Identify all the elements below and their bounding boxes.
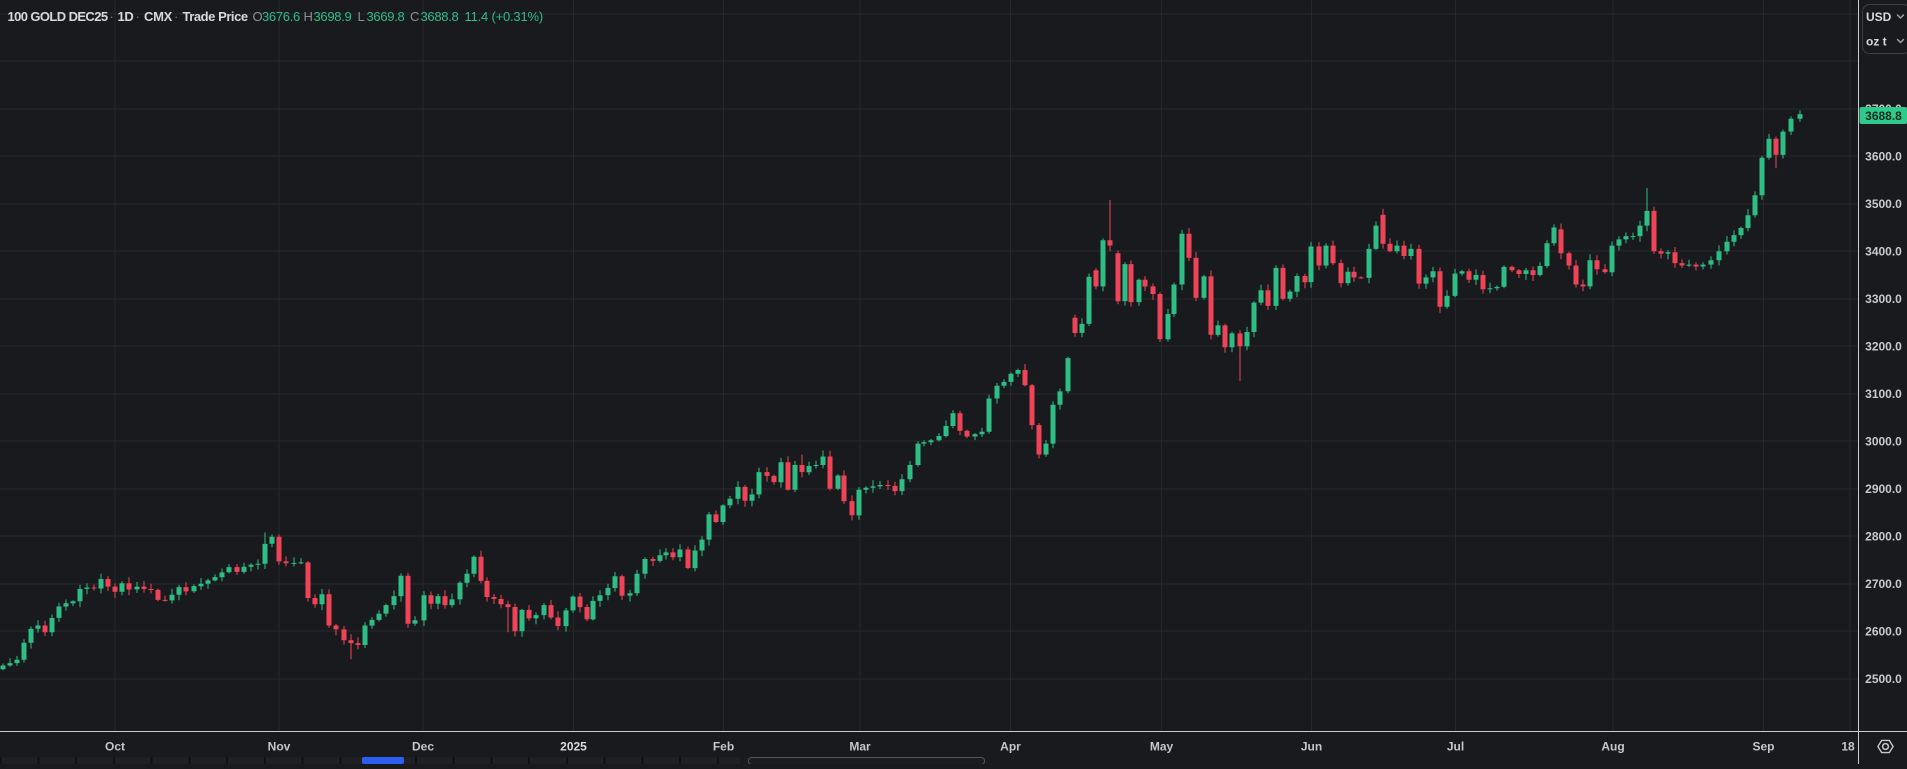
svg-text:18: 18 <box>1841 740 1855 754</box>
svg-text:Apr: Apr <box>1000 740 1021 754</box>
svg-text:H: H <box>304 9 313 24</box>
svg-text:3600.0: 3600.0 <box>1865 150 1902 164</box>
svg-text:CMX: CMX <box>144 9 173 24</box>
svg-text:3300.0: 3300.0 <box>1865 292 1902 306</box>
svg-text:2500.0: 2500.0 <box>1865 672 1902 686</box>
svg-text:·: · <box>110 9 114 24</box>
svg-text:oz t: oz t <box>1866 35 1887 49</box>
svg-text:Mar: Mar <box>849 740 871 754</box>
svg-text:3698.9: 3698.9 <box>314 9 352 24</box>
svg-text:·: · <box>136 9 140 24</box>
svg-text:3100.0: 3100.0 <box>1865 387 1902 401</box>
svg-text:3688.8: 3688.8 <box>1865 109 1902 123</box>
svg-text:3200.0: 3200.0 <box>1865 340 1902 354</box>
svg-text:Trade Price: Trade Price <box>183 9 248 24</box>
svg-text:C: C <box>410 9 419 24</box>
svg-text:Jul: Jul <box>1447 740 1464 754</box>
svg-text:Sep: Sep <box>1752 740 1774 754</box>
svg-text:3400.0: 3400.0 <box>1865 245 1902 259</box>
svg-text:3000.0: 3000.0 <box>1865 435 1902 449</box>
svg-text:Jun: Jun <box>1301 740 1322 754</box>
svg-text:May: May <box>1150 740 1174 754</box>
svg-text:3500.0: 3500.0 <box>1865 197 1902 211</box>
svg-text:11.4 (+0.31%): 11.4 (+0.31%) <box>465 9 543 24</box>
svg-text:·: · <box>174 9 178 24</box>
svg-text:2800.0: 2800.0 <box>1865 530 1902 544</box>
svg-text:2700.0: 2700.0 <box>1865 577 1902 591</box>
svg-text:3676.6: 3676.6 <box>262 9 300 24</box>
svg-text:Dec: Dec <box>412 740 434 754</box>
svg-text:Feb: Feb <box>713 740 734 754</box>
svg-text:100 GOLD DEC25: 100 GOLD DEC25 <box>8 9 108 24</box>
svg-text:2900.0: 2900.0 <box>1865 482 1902 496</box>
svg-text:Nov: Nov <box>268 740 291 754</box>
svg-text:1D: 1D <box>118 9 134 24</box>
svg-text:3688.8: 3688.8 <box>421 9 459 24</box>
svg-text:2025: 2025 <box>560 740 587 754</box>
svg-text:Oct: Oct <box>105 740 125 754</box>
svg-text:L: L <box>358 9 365 24</box>
svg-text:3669.8: 3669.8 <box>367 9 405 24</box>
svg-text:2600.0: 2600.0 <box>1865 625 1902 639</box>
svg-text:Aug: Aug <box>1601 740 1624 754</box>
svg-text:USD: USD <box>1866 10 1892 24</box>
